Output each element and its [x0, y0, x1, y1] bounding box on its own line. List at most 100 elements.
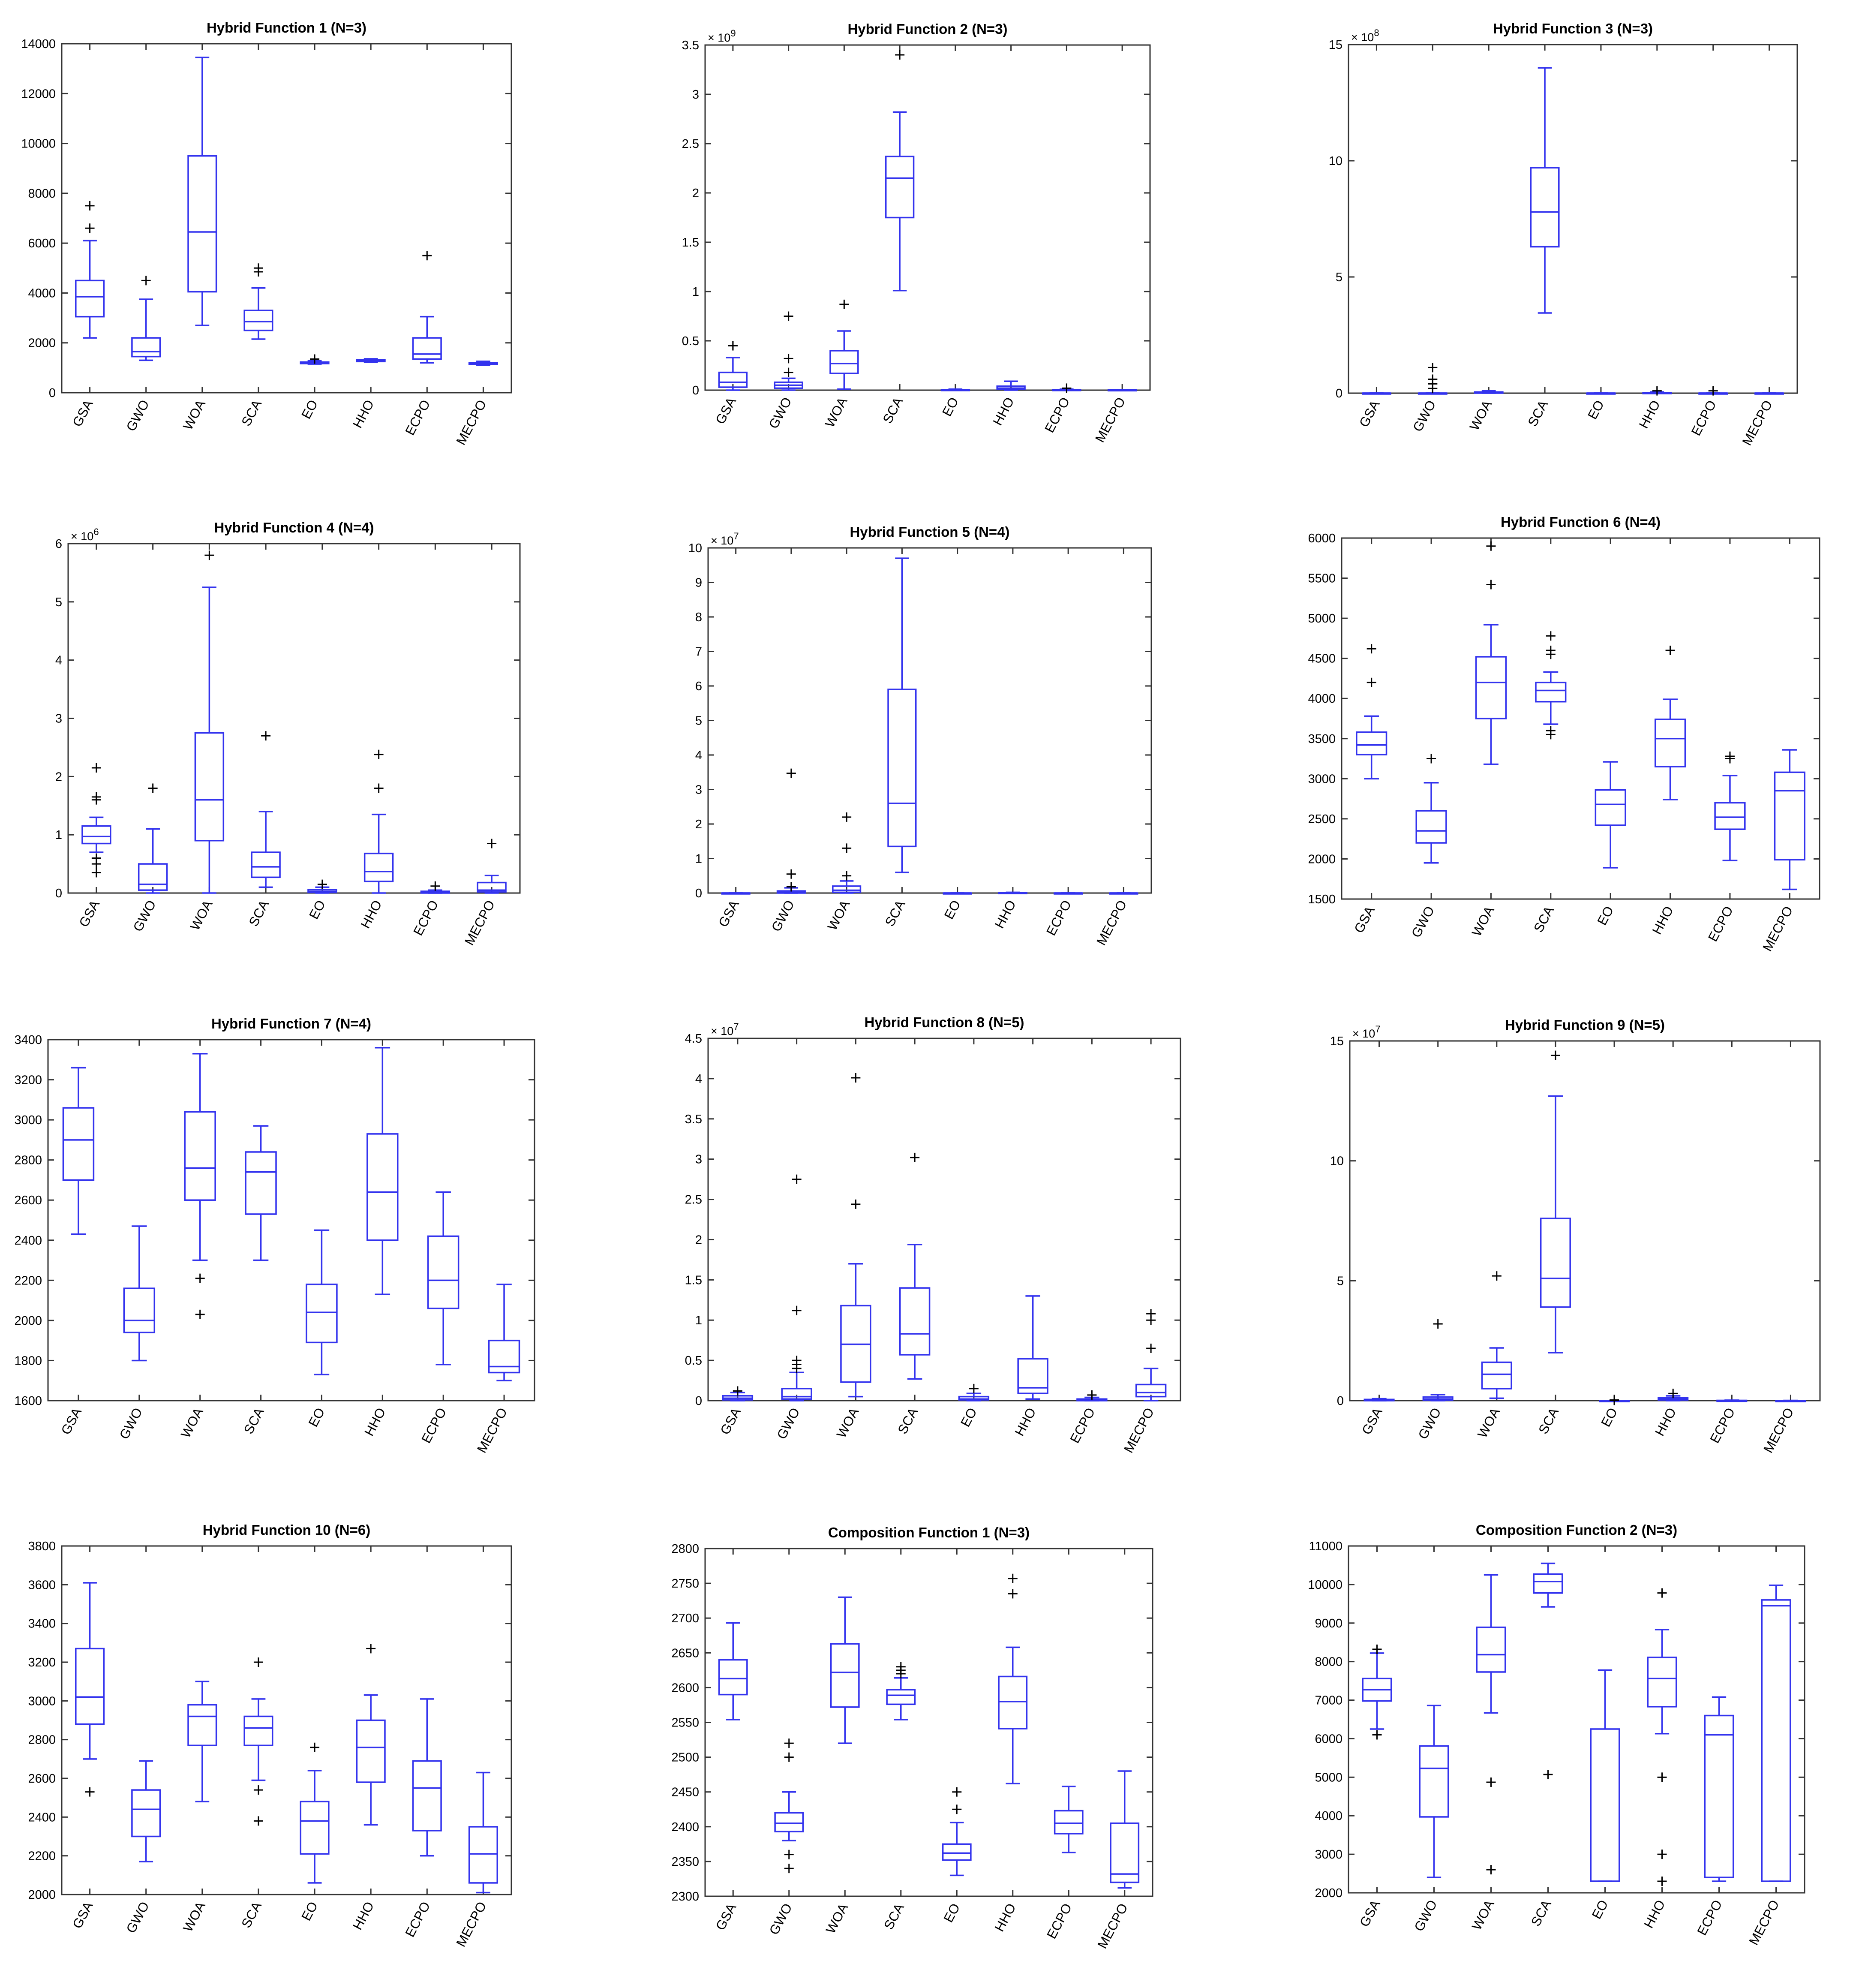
y-tick-label: 9000 [1315, 1617, 1342, 1630]
x-category-label: GWO [123, 1899, 152, 1936]
box-iqr [1415, 810, 1447, 844]
outlier-marker [487, 839, 497, 848]
axes-frame [707, 1038, 1181, 1402]
chart-title: Hybrid Function 3 (N=3) [1493, 21, 1653, 36]
y-tick-label: 2800 [14, 1154, 42, 1167]
x-category-label: EO [298, 1899, 321, 1923]
x-category-label: GWO [766, 395, 795, 431]
chart-title: Hybrid Function 8 (N=5) [864, 1014, 1024, 1030]
box-woa [1476, 1574, 1506, 1875]
x-category-label: EO [306, 1405, 328, 1429]
x-category-label: GSA [712, 395, 739, 427]
box-mecpo [1774, 749, 1805, 890]
y-tick-label: 2500 [1308, 812, 1336, 826]
outlier-marker [1665, 645, 1675, 655]
outlier-marker [896, 1662, 906, 1672]
box-iqr [194, 732, 225, 842]
y-tick-label: 3000 [1308, 772, 1336, 786]
outlier-marker [839, 299, 849, 309]
outlier-marker [851, 1073, 861, 1083]
box-sca [899, 1152, 931, 1380]
y-tick-label: 2750 [671, 1577, 699, 1591]
y-tick-label: 1 [55, 828, 62, 842]
outlier-marker [784, 1738, 794, 1748]
chart-panel-1: Hybrid Function 1 (N=3) 0 2000 4000 6000 8000… [21, 20, 512, 448]
box-sca [1540, 1050, 1571, 1353]
y-tick-label: 0 [695, 1394, 702, 1408]
box-iqr [1476, 1626, 1506, 1673]
chart-title: Hybrid Function 6 (N=4) [1501, 514, 1661, 530]
y-tick-label: 2000 [1308, 852, 1336, 866]
x-category-label: SCA [238, 1899, 264, 1931]
x-category-label: GSA [1357, 1898, 1383, 1930]
box-ecpo [1054, 892, 1083, 895]
outlier-marker [786, 882, 796, 892]
y-tick-label: 10000 [1308, 1578, 1342, 1592]
x-category-label: HHO [990, 395, 1017, 428]
chart-panel-5: Hybrid Function 5 (N=4) 0 1 2 3 4 5 6 7 8 9 10 × 107… [688, 524, 1152, 948]
box-iqr [774, 1812, 804, 1832]
outlier-marker [1550, 1050, 1560, 1060]
y-tick-label: 3000 [14, 1113, 42, 1127]
outlier-marker [253, 263, 263, 273]
y-tick-label: 5 [1336, 271, 1342, 284]
box-gwo [774, 1738, 804, 1874]
chart-panel-8: Hybrid Function 8 (N=5) 0 0.5 1 1.5 2 2.5 3 3.5 4… [685, 1014, 1181, 1456]
y-tick-label: 5 [1337, 1274, 1344, 1288]
axes-frame [1341, 537, 1820, 900]
outlier-marker [374, 749, 384, 759]
y-tick-label: 2350 [671, 1855, 699, 1869]
x-category-label: ECPO [402, 397, 433, 438]
y-tick-label: 8000 [1315, 1655, 1342, 1669]
box-iqr [1054, 1810, 1084, 1835]
chart-panel-4: Hybrid Function 4 (N=4) 0 1 2 3 4 5 6 × 106 GSA GW… [55, 520, 521, 948]
box-iqr [885, 156, 915, 219]
box-hho [356, 1644, 386, 1826]
outlier-marker [728, 341, 738, 351]
box-eo [307, 879, 337, 894]
x-category-label: SCA [880, 395, 906, 426]
box-iqr [245, 1151, 277, 1215]
y-tick-label: 3 [695, 783, 702, 797]
outlier-marker [792, 1174, 802, 1184]
y-tick-label: 8 [695, 611, 702, 624]
y-tick-label: 2400 [14, 1234, 42, 1248]
y-tick-label: 2000 [14, 1314, 42, 1328]
outlier-marker [91, 763, 101, 773]
x-category-label: ECPO [1044, 1901, 1075, 1941]
box-woa [1474, 390, 1504, 394]
chart-title: Composition Function 2 (N=3) [1476, 1522, 1677, 1538]
box-hho [1654, 645, 1686, 800]
x-category-label: WOA [1467, 398, 1495, 433]
box-woa [829, 299, 859, 390]
y-tick-label: 15 [1329, 38, 1342, 52]
y-tick-label: 0 [695, 887, 702, 900]
x-category-label: WOA [834, 1405, 862, 1441]
y-tick-label: 0 [692, 384, 699, 397]
y-tick-label: 3.5 [685, 1113, 702, 1126]
x-category-label: HHO [350, 397, 377, 430]
box-eo [1595, 761, 1626, 869]
axes-frame [1348, 1545, 1805, 1894]
y-tick-label: 3 [55, 712, 62, 726]
y-tick-label: 2000 [1315, 1886, 1342, 1900]
y-tick-label: 5 [55, 595, 62, 609]
box-sca [885, 50, 915, 292]
x-category-label: ECPO [1042, 395, 1072, 435]
box-woa [1481, 1271, 1512, 1399]
x-category-label: GSA [69, 397, 96, 430]
chart-title: Hybrid Function 10 (N=6) [203, 1522, 370, 1538]
x-category-label: ECPO [1705, 904, 1736, 944]
x-category-label: HHO [358, 898, 385, 931]
outlier-marker [1657, 1588, 1667, 1598]
x-category-label: WOA [822, 395, 850, 430]
y-tick-label: 3 [692, 88, 699, 102]
box-gsa [75, 201, 105, 339]
box-iqr [356, 1719, 386, 1783]
x-category-label: HHO [992, 898, 1019, 931]
outlier-marker [85, 223, 95, 233]
x-category-label: MECPO [462, 898, 498, 948]
y-tick-label: 2000 [28, 337, 56, 350]
box-iqr [1704, 1714, 1734, 1878]
box-woa [184, 1053, 216, 1319]
